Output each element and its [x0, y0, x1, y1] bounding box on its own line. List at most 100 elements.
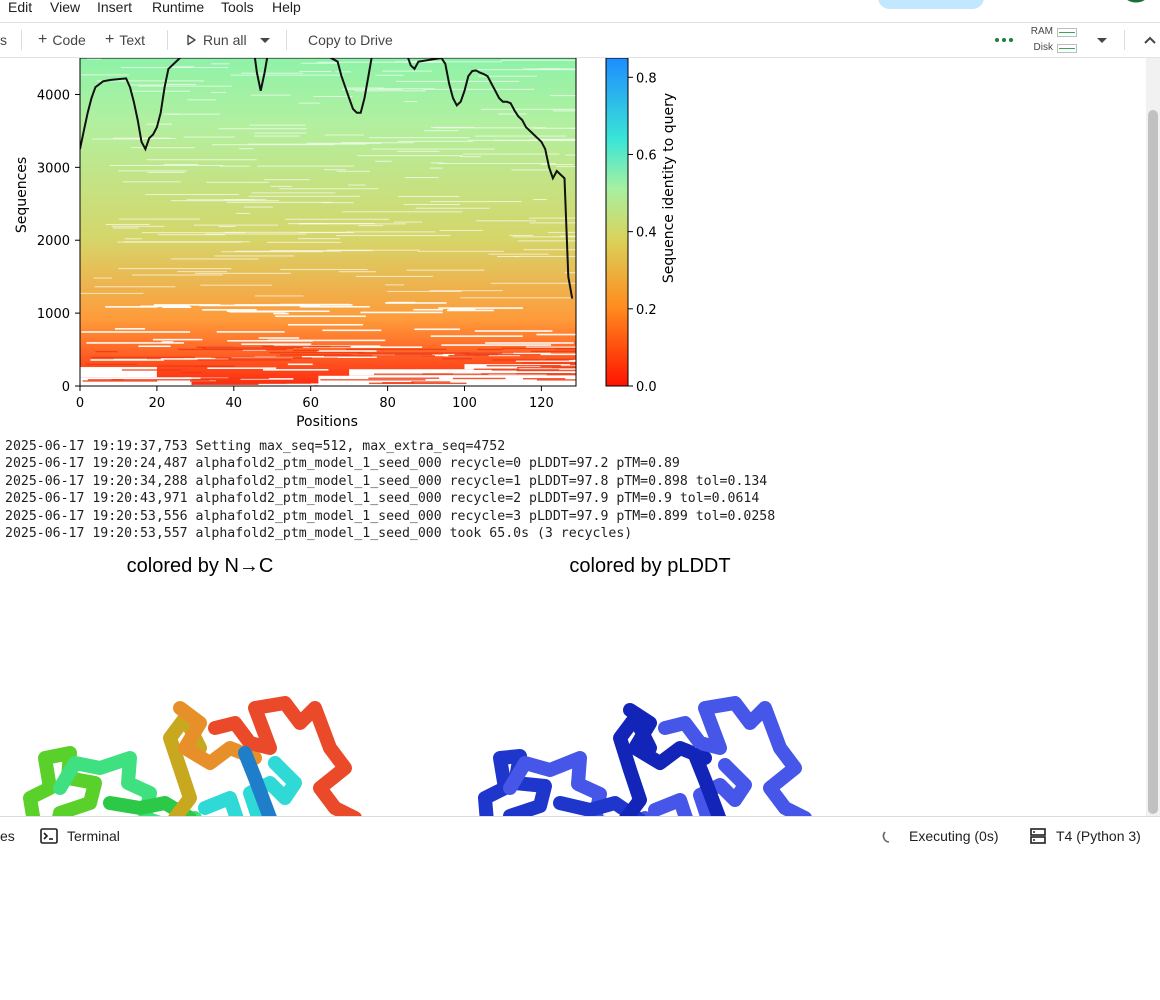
ram-label: RAM [1030, 26, 1053, 37]
runtime-label: T4 (Python 3) [1056, 827, 1141, 844]
msa-sequence-line [492, 359, 570, 361]
msa-gap-streak [324, 134, 364, 136]
msa-sequence-line [452, 377, 506, 380]
msa-gap-streak [511, 169, 550, 171]
msa-gap-streak [249, 124, 306, 126]
log-line: 2025-06-17 19:20:53,557 alphafold2_ptm_m… [5, 526, 633, 542]
menu-insert[interactable]: Insert [97, 0, 133, 15]
copy-to-drive-button[interactable]: Copy to Drive [308, 32, 393, 48]
msa-gap-streak [417, 250, 504, 252]
terminal-icon [40, 827, 58, 844]
y-tick-label: 3000 [37, 161, 70, 176]
msa-gap-streak [171, 258, 259, 260]
menu-tools[interactable]: Tools [221, 0, 254, 15]
cell-output: 0 20 40 60 80 100 120 0 1000 2000 3000 4000 Positi… [0, 58, 1146, 816]
msa-sequence-line [293, 349, 319, 352]
y-tick-label: 1000 [37, 307, 70, 322]
msa-gap-streak [146, 123, 172, 125]
msa-gap-streak [93, 277, 113, 279]
avatar[interactable] [1118, 0, 1150, 9]
msa-gap-streak [564, 272, 576, 274]
run-all-label: Run all [203, 32, 247, 48]
msa-gap-streak [127, 137, 176, 139]
msa-sequence-line [358, 352, 470, 354]
add-code-button[interactable]: + Code [38, 23, 86, 57]
msa-gap-streak [414, 328, 460, 331]
terminal-button[interactable]: Terminal [40, 817, 120, 854]
msa-gap-streak [170, 200, 280, 202]
msa-gap-streak [528, 217, 576, 219]
collapse-toolbar-button[interactable] [1142, 23, 1158, 57]
msa-gap-streak [375, 160, 392, 162]
msa-sequence-line [82, 380, 158, 382]
msa-gap-streak [300, 346, 423, 348]
menu-view[interactable]: View [50, 0, 81, 15]
msa-gap-streak [375, 74, 404, 76]
msa-gap-streak [183, 136, 235, 138]
notebook-toolbar: s + Code + Text Run all Copy to Drive RA… [0, 22, 1160, 58]
msa-gap-streak [571, 127, 576, 129]
toolbar-partial-label: s [0, 32, 7, 48]
add-text-button[interactable]: + Text [105, 23, 145, 57]
backbone-segment [23, 746, 102, 816]
msa-gap-streak [459, 156, 482, 158]
msa-gap-streak [335, 71, 351, 73]
msa-gap-streak [105, 223, 150, 225]
menu-runtime[interactable]: Runtime [152, 0, 205, 15]
caret-down-icon [260, 38, 270, 43]
log-line: 2025-06-17 19:20:34,288 alphafold2_ptm_m… [5, 473, 768, 489]
run-all-button[interactable]: Run all [184, 23, 247, 57]
msa-gap-streak [234, 304, 353, 306]
backbone-segment [553, 796, 646, 816]
terminal-label: Terminal [67, 827, 120, 844]
msa-sequence-line [501, 347, 576, 350]
share-button[interactable] [878, 0, 984, 9]
msa-gap-streak [131, 147, 196, 149]
msa-gap-streak [118, 218, 200, 220]
backbone-segment [478, 749, 552, 816]
msa-gap-streak [299, 222, 375, 224]
msa-gap-streak [214, 255, 295, 257]
msa-gap-streak [488, 253, 549, 255]
msa-gap-streak [556, 166, 576, 168]
msa-sequence-line [570, 363, 576, 366]
msa-gap-streak [127, 84, 164, 86]
y-tick-label: 2000 [37, 234, 70, 249]
msa-gap-streak [438, 163, 556, 165]
msa-gap-streak [494, 139, 576, 141]
execution-status[interactable]: Executing (0s) [882, 817, 998, 854]
runtime-status[interactable]: T4 (Python 3) [1030, 817, 1141, 854]
msa-gap-streak [306, 142, 382, 144]
msa-gap-streak [241, 72, 304, 74]
backbone-segment [503, 751, 652, 816]
menu-help[interactable]: Help [272, 0, 301, 15]
x-tick-label: 100 [452, 396, 477, 411]
msa-sequence-line [373, 373, 489, 375]
msa-gap-streak [441, 344, 552, 346]
msa-gap-streak [369, 137, 470, 139]
run-options-button[interactable] [258, 23, 272, 57]
msa-gap-streak [371, 148, 495, 150]
msa-gap-streak [163, 84, 197, 86]
msa-gap-streak [423, 130, 459, 132]
msa-gap-streak [533, 199, 547, 201]
more-options-icon[interactable] [994, 23, 1014, 57]
msa-gap-streak [131, 274, 223, 276]
msa-sequence-line [269, 351, 365, 354]
menu-edit[interactable]: Edit [8, 0, 33, 15]
msa-gap-streak [234, 250, 341, 252]
msa-gap-streak [86, 342, 184, 344]
msa-gap-streak [326, 249, 420, 251]
msa-gap-streak [529, 222, 576, 224]
msa-gap-streak [397, 150, 440, 152]
msa-gap-streak [96, 80, 205, 82]
msa-gap-streak [92, 138, 144, 140]
resources-dropdown-button[interactable] [1095, 23, 1109, 57]
msa-gap-streak [474, 135, 567, 137]
msa-sequence-line [95, 350, 118, 353]
msa-gap-streak [117, 170, 188, 172]
msa-gap-streak [529, 139, 576, 141]
msa-sequence-line [477, 348, 503, 351]
msa-sequence-line [346, 348, 447, 351]
scrollbar-thumb[interactable] [1148, 110, 1158, 814]
